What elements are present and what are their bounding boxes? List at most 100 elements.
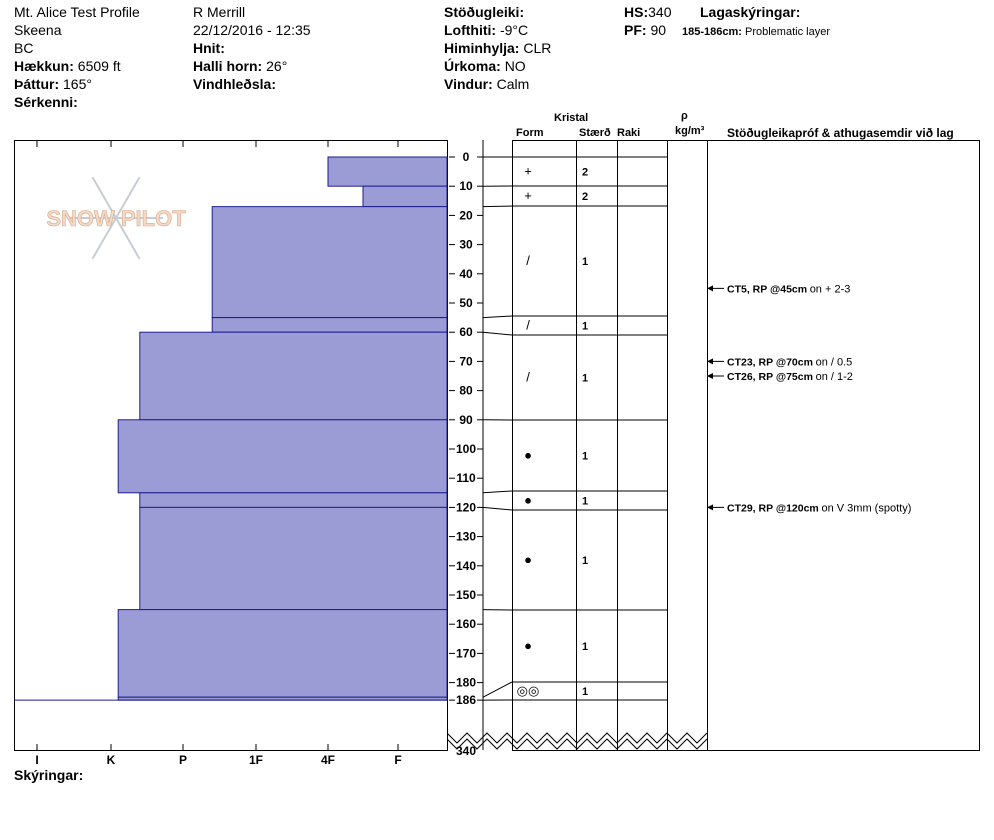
depth-tick-label: 70 (459, 354, 473, 368)
depth-tick-label: 180 (456, 676, 476, 690)
stability-test-code: CT29, RP @120cm (727, 502, 819, 514)
aspect-value: 165° (63, 76, 92, 92)
hardness-bar (139, 331, 448, 421)
crystal-size-value: 1 (582, 555, 588, 567)
crystal-form-symbol: ● (524, 448, 532, 463)
depth-tick-label: 100 (456, 442, 476, 456)
pf-row: PF: 90 (624, 22, 666, 38)
depth-tick-label: 110 (456, 471, 476, 485)
watermark-flake-arm (91, 217, 117, 260)
depth-tick-label: 90 (459, 413, 473, 427)
density-unit: kg/m³ (675, 125, 705, 137)
sky-value: CLR (523, 40, 552, 56)
stability-test-code: CT5, RP @45cm (727, 283, 807, 295)
depth-tick-label: 160 (456, 617, 476, 631)
hardness-bar (211, 206, 448, 319)
hardness-tick-label: F (394, 753, 401, 767)
crystal-form-symbol: / (526, 370, 530, 385)
size-header: Stærð (579, 127, 611, 139)
layer-connector (482, 205, 513, 208)
observer-name: R Merrill (193, 4, 246, 20)
layer-connector (482, 331, 513, 336)
aspect-label: Þáttur: (14, 76, 60, 92)
stability-test-note: on V 3mm (spotty) (822, 502, 912, 514)
layer-note-text: Problematic layer (745, 26, 830, 38)
coords-label: Hnit: (193, 40, 225, 56)
depth-tick-label: 140 (456, 559, 476, 573)
crystal-size-value: 1 (582, 496, 588, 508)
stability-test-arrow (707, 504, 713, 511)
hs-label: HS: (624, 4, 649, 20)
depth-tick-label: 170 (456, 646, 476, 660)
pf-label: PF: (624, 22, 647, 38)
layer-connector (482, 506, 513, 511)
wind-value: Calm (496, 76, 530, 92)
features-label: Sérkenni: (14, 94, 78, 110)
depth-bottom-label: 340 (456, 744, 476, 758)
air-temp-label: Lofthiti: (444, 22, 497, 38)
precip-label: Úrkoma: (444, 58, 501, 74)
stability-test-code: CT26, RP @75cm (727, 371, 813, 383)
crystal-size-value: 2 (582, 191, 588, 203)
hardness-bar (117, 609, 448, 698)
wind-label: Vindur: (444, 76, 493, 92)
wind-row: Vindur: Calm (444, 76, 529, 92)
sky-label: Himinhylja: (444, 40, 520, 56)
crystal-size-value: 1 (582, 641, 588, 653)
depth-break-zigzag-bottom (446, 738, 708, 750)
depth-tick-label: 20 (459, 208, 473, 222)
depth-tick-label: 10 (459, 179, 473, 193)
stability-tests-header: Stöðugleikapróf & athugasemdir við lag (727, 126, 954, 140)
crystal-size-value: 1 (582, 451, 588, 463)
stability-test-note: on + 2-3 (810, 283, 851, 295)
depth-tick-label: 186 (456, 693, 476, 707)
depth-tick-label: 80 (459, 384, 473, 398)
stability-test-arrow (707, 285, 713, 292)
hardness-bar (117, 419, 448, 494)
crystal-form-symbol: / (526, 253, 530, 268)
crystal-size-value: 1 (582, 256, 588, 268)
pf-value: 90 (650, 22, 667, 38)
hardness-bar (362, 185, 448, 208)
observation-datetime: 22/12/2016 - 12:35 (193, 22, 311, 38)
stability-tests-frame (707, 140, 980, 751)
watermark-logo: SNOW PILOT (46, 206, 186, 231)
crystal-form-symbol: ● (524, 493, 532, 508)
layer-note-range: 185-186cm: (682, 26, 742, 38)
stability-label: Stöðugleiki: (444, 4, 525, 20)
elevation-row: Hækkun: 6509 ft (14, 58, 121, 74)
stability-test-note: on / 1-2 (816, 371, 853, 383)
form-header: Form (516, 127, 544, 139)
hardness-bar (211, 317, 448, 333)
crystal-form-symbol: ● (524, 552, 532, 567)
region-name: BC (14, 40, 34, 56)
watermark-flake-arm (115, 176, 141, 219)
aspect-row: Þáttur: 165° (14, 76, 92, 92)
crystal-size-value: 1 (582, 686, 588, 698)
precip-value: NO (504, 58, 526, 74)
crystal-form-symbol: / (526, 318, 530, 333)
slope-row: Halli horn: 26° (193, 58, 287, 74)
layer-note: 185-186cm: Problematic layer (682, 24, 830, 40)
depth-tick-label: 30 (459, 238, 473, 252)
crystal-size-value: 1 (582, 321, 588, 333)
hardness-bar (327, 156, 448, 187)
air-temp-value: -9°C (499, 22, 529, 38)
precip-row: Úrkoma: NO (444, 58, 526, 74)
hardness-bar (139, 506, 448, 611)
hs-value: 340 (648, 4, 672, 20)
layer-connector (482, 490, 513, 494)
crystal-form-symbol: ◎◎ (517, 683, 540, 698)
density-symbol: ρ (681, 110, 688, 122)
crystal-form-symbol: + (524, 188, 532, 203)
stability-test-note: on / 0.5 (816, 356, 853, 368)
depth-tick-label: 130 (456, 530, 476, 544)
crystal-form-symbol: ● (524, 638, 532, 653)
elevation-label: Hækkun: (14, 58, 74, 74)
depth-break-zigzag-top (446, 732, 708, 744)
hardness-bar (139, 492, 448, 508)
moisture-header: Raki (617, 127, 641, 139)
legend-label: Skýringar: (14, 767, 84, 783)
crystal-size-value: 2 (582, 167, 588, 179)
